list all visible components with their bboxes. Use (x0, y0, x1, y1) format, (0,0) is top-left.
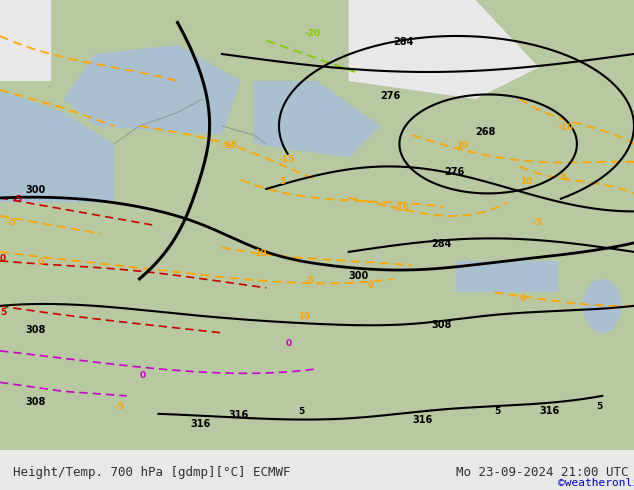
Text: ©weatheronline.co.uk: ©weatheronline.co.uk (558, 478, 634, 488)
Text: -10: -10 (558, 123, 574, 132)
Text: 268: 268 (476, 127, 496, 137)
Ellipse shape (583, 279, 621, 333)
Polygon shape (0, 0, 51, 81)
Text: 0: 0 (139, 371, 146, 380)
Text: 276: 276 (380, 91, 401, 101)
Text: 10: 10 (456, 142, 469, 150)
Text: 300: 300 (349, 271, 369, 281)
Text: 0: 0 (0, 254, 6, 263)
Text: -5: -5 (304, 276, 314, 285)
Text: 308: 308 (25, 325, 46, 335)
Text: 308: 308 (431, 320, 451, 330)
Text: 316: 316 (412, 415, 432, 425)
Polygon shape (0, 90, 114, 202)
Text: 5: 5 (279, 177, 285, 186)
Text: 316: 316 (228, 410, 249, 420)
Polygon shape (254, 81, 380, 157)
Text: -5: -5 (13, 196, 23, 204)
Text: 10: 10 (298, 312, 311, 321)
Text: 316: 316 (190, 419, 210, 429)
Text: 316: 316 (539, 406, 559, 416)
Text: -5: -5 (114, 402, 124, 411)
Text: 10: 10 (520, 177, 533, 186)
Text: -10: -10 (393, 204, 409, 214)
Text: 0: 0 (38, 258, 44, 268)
Text: -20: -20 (304, 29, 320, 38)
Text: 0: 0 (368, 281, 374, 290)
Text: 5: 5 (298, 407, 304, 416)
Text: 276: 276 (444, 168, 464, 177)
Polygon shape (456, 261, 558, 293)
Text: Height/Temp. 700 hPa [gdmp][°C] ECMWF: Height/Temp. 700 hPa [gdmp][°C] ECMWF (13, 466, 290, 479)
Text: -5: -5 (6, 218, 16, 227)
Text: -15: -15 (222, 142, 238, 150)
Text: 300: 300 (25, 185, 46, 196)
Text: 0: 0 (285, 340, 292, 348)
Text: 5: 5 (0, 308, 6, 317)
Polygon shape (63, 45, 241, 135)
Text: 284: 284 (393, 37, 413, 47)
Text: 10: 10 (254, 249, 266, 258)
Text: 5: 5 (495, 407, 501, 416)
Text: 284: 284 (431, 240, 451, 249)
Text: -5: -5 (558, 173, 568, 182)
Text: 0: 0 (520, 294, 526, 303)
Text: Mo 23-09-2024 21:00 UTC (18+03): Mo 23-09-2024 21:00 UTC (18+03) (456, 466, 634, 479)
Text: -5: -5 (533, 218, 543, 227)
Polygon shape (349, 0, 539, 99)
Text: -15: -15 (279, 155, 295, 164)
Text: 308: 308 (25, 397, 46, 407)
Text: 5: 5 (596, 402, 602, 411)
